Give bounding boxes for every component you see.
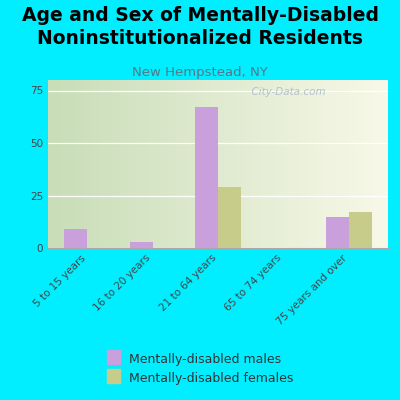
Text: New Hempstead, NY: New Hempstead, NY [132,66,268,79]
Bar [195,107,218,248]
Text: City-Data.com: City-Data.com [245,87,326,97]
Bar [326,216,349,248]
Legend: Mentally-disabled males, Mentally-disabled females: Mentally-disabled males, Mentally-disabl… [102,348,298,390]
Bar [218,187,241,248]
Bar [130,242,153,248]
Bar [349,212,372,248]
Bar [64,229,87,248]
Text: Age and Sex of Mentally-Disabled
Noninstitutionalized Residents: Age and Sex of Mentally-Disabled Noninst… [22,6,378,48]
